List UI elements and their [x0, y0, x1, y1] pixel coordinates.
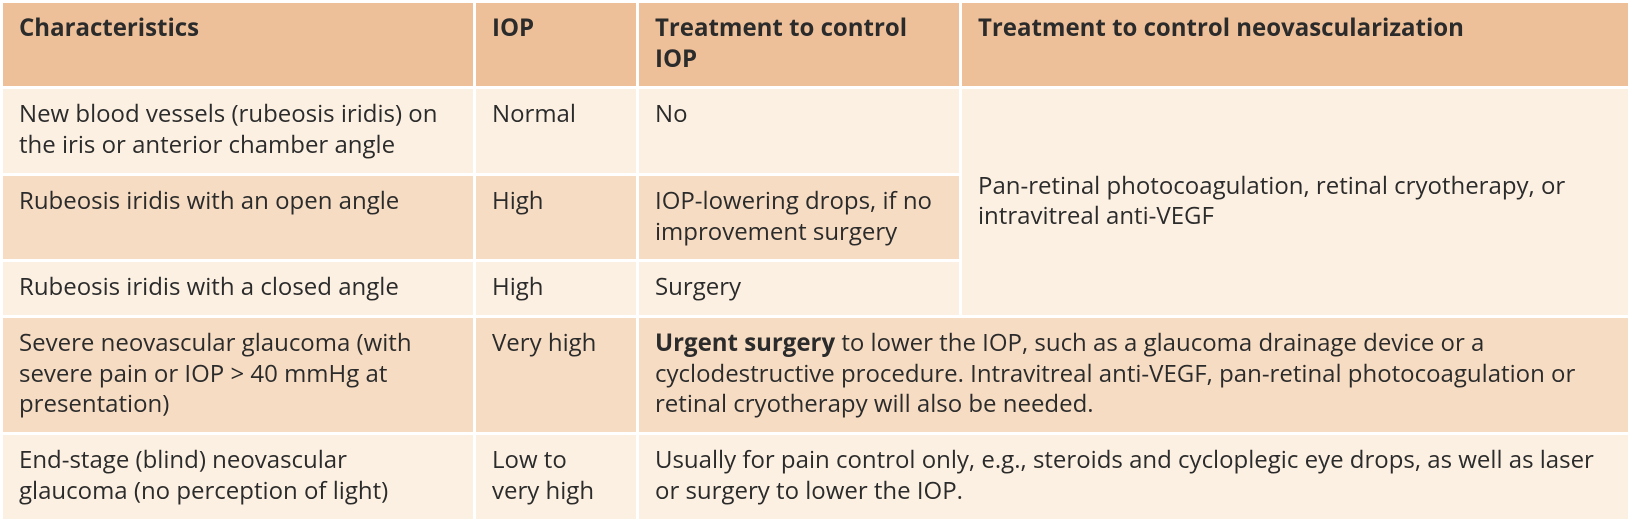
cell-iop: Low to very high [476, 435, 636, 518]
cell-treatment-iop: Surgery [639, 262, 959, 315]
col-treatment-neovasc: Treatment to control neovascularization [962, 3, 1628, 86]
cell-characteristics: Rubeosis iridis with an open angle [3, 176, 473, 259]
cell-characteristics: New blood vessels (rubeosis iridis) on t… [3, 89, 473, 172]
cell-iop: Very high [476, 318, 636, 432]
table-row: New blood vessels (rubeosis iridis) on t… [3, 89, 1628, 172]
cell-treatment-neovasc-merged: Pan-retinal photocoagulation, retinal cr… [962, 89, 1628, 315]
col-characteristics: Characteristics [3, 3, 473, 86]
table-container: Characteristics IOP Treatment to control… [0, 0, 1628, 522]
col-iop: IOP [476, 3, 636, 86]
table-row: Severe neovascular glaucoma (with severe… [3, 318, 1628, 432]
cell-treatment-merged: Usually for pain control only, e.g., ste… [639, 435, 1628, 518]
urgent-surgery-label: Urgent surgery [655, 326, 835, 359]
table-row: End-stage (blind) neovascular glaucoma (… [3, 435, 1628, 518]
clinical-table: Characteristics IOP Treatment to control… [0, 0, 1628, 522]
cell-iop: Normal [476, 89, 636, 172]
cell-iop: High [476, 176, 636, 259]
cell-iop: High [476, 262, 636, 315]
cell-characteristics: Rubeosis iridis with a closed angle [3, 262, 473, 315]
cell-characteristics: End-stage (blind) neovascular glaucoma (… [3, 435, 473, 518]
table-header-row: Characteristics IOP Treatment to control… [3, 3, 1628, 86]
col-treatment-iop: Treatment to control IOP [639, 3, 959, 86]
cell-treatment-iop: No [639, 89, 959, 172]
cell-characteristics: Severe neovascular glaucoma (with severe… [3, 318, 473, 432]
cell-treatment-iop: IOP-lowering drops, if no improvement su… [639, 176, 959, 259]
cell-treatment-merged: Urgent surgery to lower the IOP, such as… [639, 318, 1628, 432]
